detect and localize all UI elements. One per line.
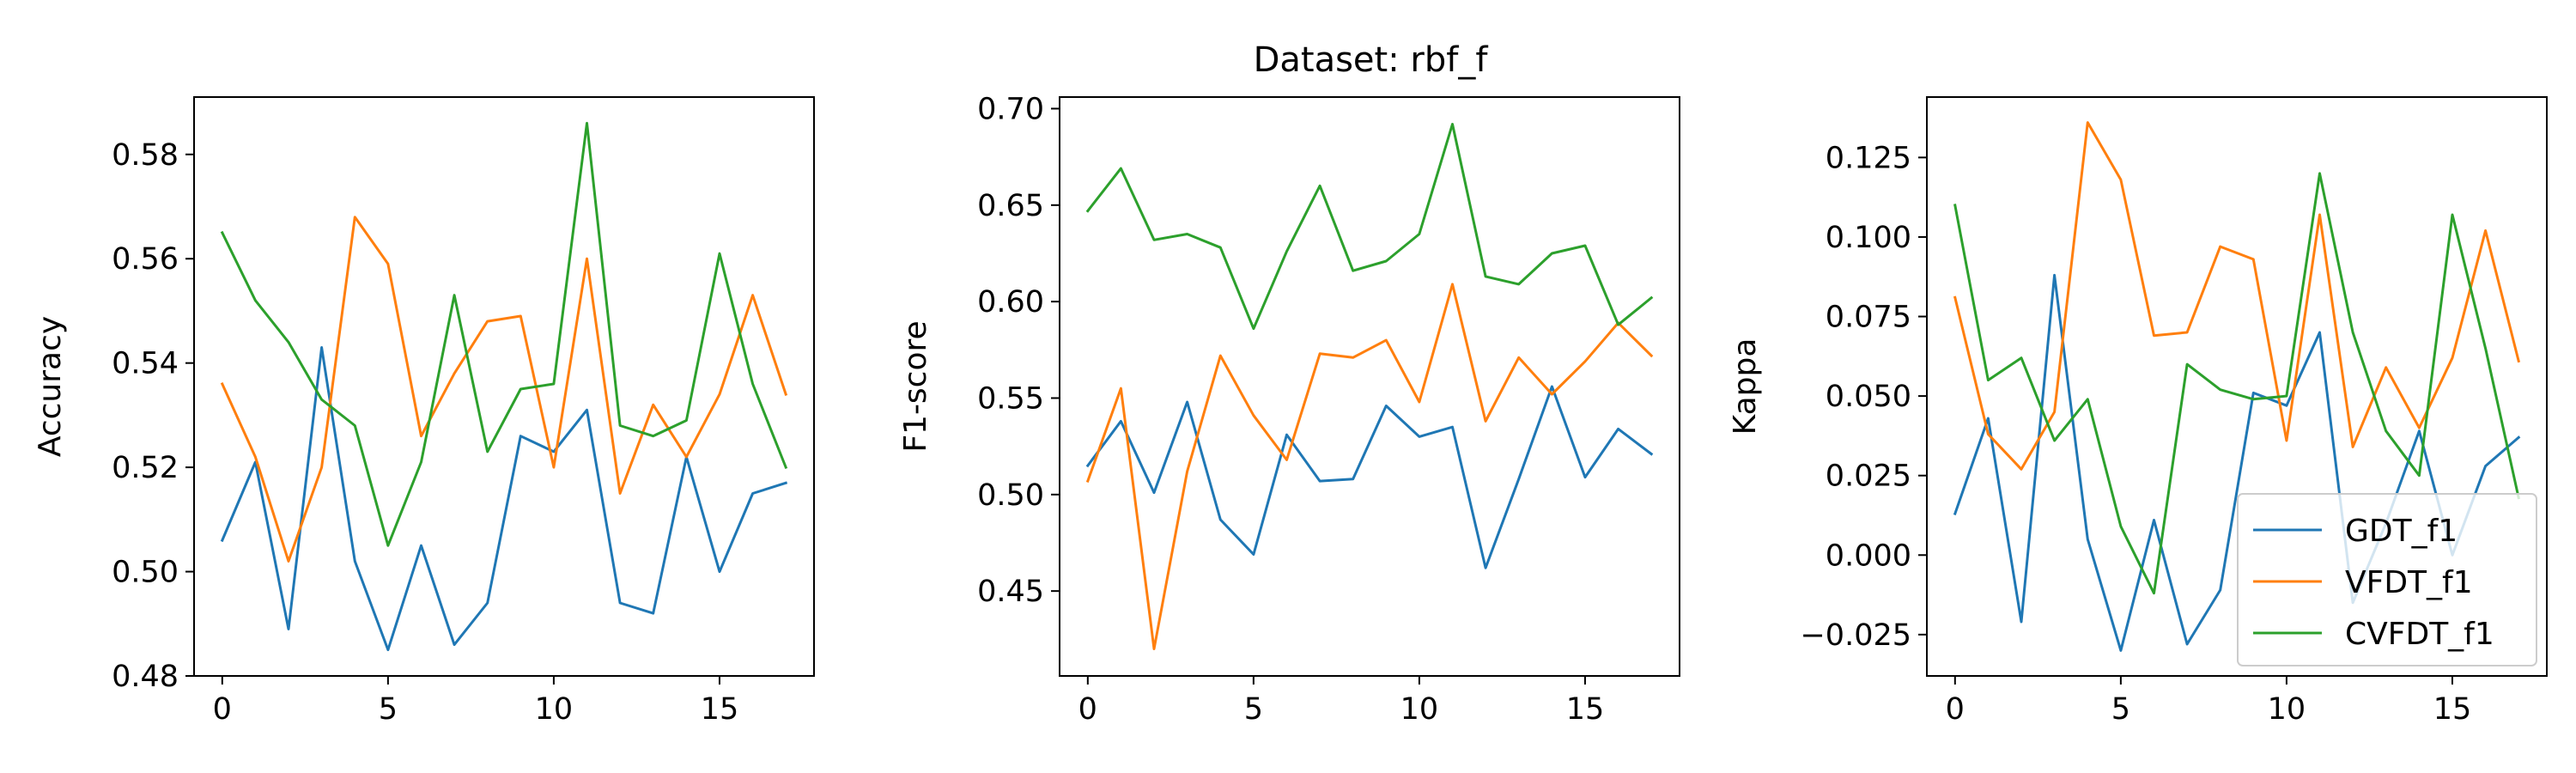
axes-frame <box>193 96 815 677</box>
x-tick-label: 15 <box>1566 692 1605 727</box>
x-tick-label: 0 <box>1946 692 1965 727</box>
subplot-3: 0 5 10 15 −0.025 0.000 0.025 0.050 0.075 0.100 0.1… <box>1728 96 2548 727</box>
y-tick-label: 0.54 <box>112 347 179 381</box>
x-tick-label: 10 <box>535 692 574 727</box>
series-line-cvfdt-f1 <box>220 121 788 547</box>
figure-title: Dataset: rbf_f <box>1254 40 1489 80</box>
subplot-1: 0 5 10 15 0.48 0.50 0.52 0.54 0.56 0.58 Accuracy <box>33 96 815 727</box>
y-tick-label: 0.60 <box>977 285 1044 320</box>
series-line-gdt-f1 <box>1953 273 2521 652</box>
y-tick-label: 0.70 <box>977 92 1044 126</box>
subplot-2: 0 5 10 15 0.45 0.50 0.55 0.60 0.65 0.70 F1-score <box>898 92 1680 727</box>
series-line-gdt-f1 <box>220 346 788 652</box>
x-tick-label: 5 <box>2111 692 2130 727</box>
y-tick-label: 0.50 <box>977 478 1044 513</box>
legend-label-gdt-f1: GDT_f1 <box>2345 514 2458 549</box>
series-line-gdt-f1 <box>1085 385 1654 569</box>
x-tick-label: 15 <box>2433 692 2472 727</box>
legend: GDT_f1 VFDT_f1 CVFDT_f1 <box>2237 493 2537 666</box>
axes-frame <box>1926 96 2548 677</box>
series-line-vfdt-f1 <box>1953 121 2521 471</box>
x-tick-label: 10 <box>2268 692 2306 727</box>
y-axis-label: Accuracy <box>33 316 68 457</box>
y-tick-label: 0.050 <box>1826 380 1911 414</box>
y-tick-label: 0.58 <box>112 138 179 173</box>
y-tick-label: 0.50 <box>112 556 179 590</box>
axes-frame <box>1059 96 1680 677</box>
y-axis-label: F1-score <box>898 320 933 452</box>
y-tick-label: 0.55 <box>977 381 1044 416</box>
y-axis-label: Kappa <box>1728 338 1763 435</box>
y-tick-label: 0.125 <box>1826 141 1911 175</box>
x-tick-label: 10 <box>1400 692 1439 727</box>
y-tick-label: 0.45 <box>977 575 1044 609</box>
legend-label-cvfdt-f1: CVFDT_f1 <box>2345 617 2494 652</box>
y-tick-label: 0.025 <box>1826 460 1911 494</box>
y-tick-label: −0.025 <box>1800 618 1911 653</box>
y-tick-label: 0.56 <box>112 242 179 277</box>
x-tick-label: 5 <box>1244 692 1263 727</box>
y-tick-label: 0.075 <box>1826 301 1911 335</box>
legend-label-vfdt-f1: VFDT_f1 <box>2345 565 2473 600</box>
series-line-cvfdt-f1 <box>1085 123 1654 331</box>
y-tick-label: 0.000 <box>1826 539 1911 573</box>
x-tick-label: 5 <box>379 692 398 727</box>
x-tick-label: 15 <box>701 692 739 727</box>
x-tick-label: 0 <box>1078 692 1097 727</box>
y-tick-label: 0.48 <box>112 660 179 694</box>
series-line-vfdt-f1 <box>220 216 788 563</box>
series-line-vfdt-f1 <box>1085 283 1654 650</box>
x-tick-label: 0 <box>213 692 232 727</box>
series-line-cvfdt-f1 <box>1953 172 2520 595</box>
y-tick-label: 0.100 <box>1826 221 1911 255</box>
y-tick-label: 0.65 <box>977 189 1044 223</box>
legend-box <box>2237 493 2537 666</box>
y-tick-label: 0.52 <box>112 451 179 485</box>
subplots: 0 5 10 15 0.48 0.50 0.52 0.54 0.56 0.58 Accuracy 0 5… <box>33 92 2548 727</box>
